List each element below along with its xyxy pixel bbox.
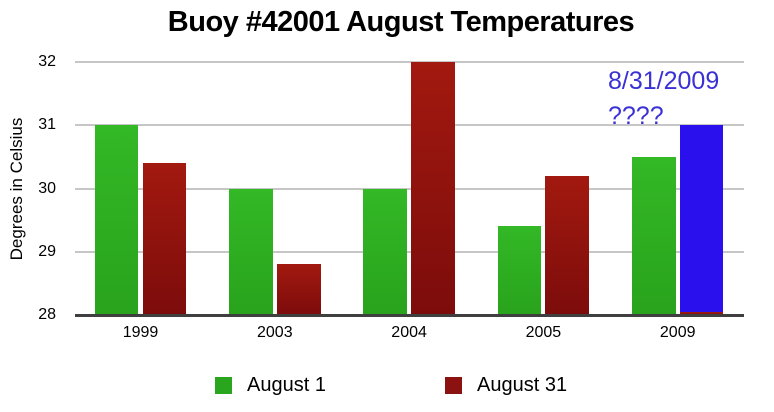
x-axis-label-2003: 2003 — [257, 324, 293, 341]
bar-august-1-2004 — [363, 188, 408, 315]
bar-august-1-1999 — [94, 125, 139, 315]
forecast-annotation: 8/31/2009 ???? — [608, 64, 719, 134]
bar-august-31-1999 — [142, 163, 187, 315]
bar-august-31-2004 — [411, 62, 455, 315]
bar-forecast-2009 — [679, 125, 724, 312]
legend-item-august-31: August 31 — [445, 374, 567, 397]
y-tick-label-29: 29 — [38, 242, 56, 260]
x-axis-label-2009: 2009 — [659, 324, 696, 341]
forecast-annotation-date: 8/31/2009 — [608, 67, 720, 95]
legend-swatch-august-31 — [445, 377, 462, 394]
bar-august-31-2009 — [679, 311, 724, 315]
y-tick-label-28: 28 — [38, 306, 56, 323]
bar-august-1-2005 — [497, 226, 542, 315]
legend-swatch-august-1 — [215, 377, 232, 394]
gridline-30 — [75, 187, 744, 190]
bar-august-31-2003 — [276, 264, 321, 315]
gridline-32 — [75, 61, 744, 63]
forecast-annotation-question-marks: ???? — [608, 102, 664, 130]
chart-title: Buoy #42001 August Temperatures — [167, 6, 635, 38]
bar-august-31-2005 — [545, 175, 590, 315]
x-axis-label-2005: 2005 — [525, 324, 562, 341]
bar-august-1-2009 — [631, 156, 676, 315]
x-axis-line — [75, 314, 744, 317]
x-axis-label-2004: 2004 — [391, 324, 427, 341]
legend-item-august-1: August 1 — [215, 374, 326, 397]
bar-august-1-2003 — [229, 188, 273, 315]
gridline-31 — [75, 124, 744, 127]
legend-label-august-1: August 1 — [247, 374, 326, 396]
y-tick-label-32: 32 — [38, 53, 56, 70]
y-tick-label-30: 30 — [38, 179, 56, 197]
gridline-29 — [75, 250, 744, 253]
legend-label-august-31: August 31 — [477, 374, 568, 396]
y-tick-label-31: 31 — [38, 116, 56, 134]
x-axis-label-1999: 1999 — [122, 324, 159, 341]
